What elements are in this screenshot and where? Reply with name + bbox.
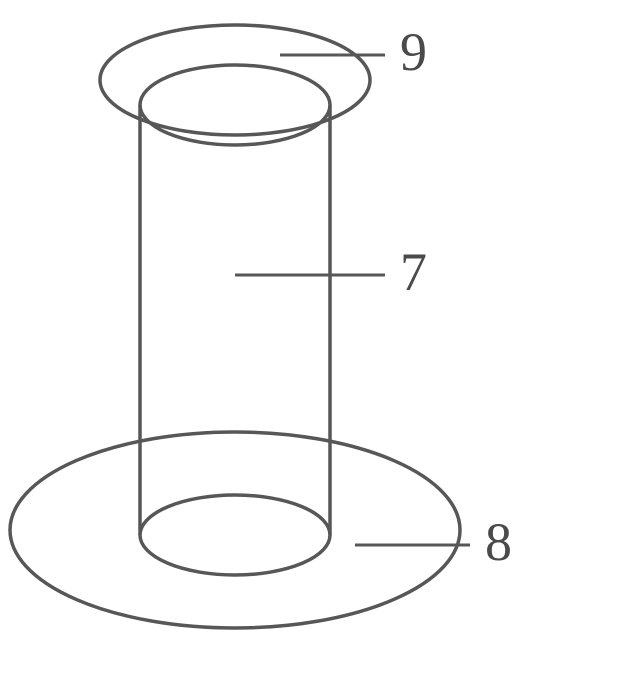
bottom-flange-outer	[10, 432, 460, 628]
cylinder-top-opening	[140, 65, 330, 145]
cylinder-bottom-opening	[140, 495, 330, 575]
label-8: 8	[485, 512, 512, 572]
label-7: 7	[400, 242, 427, 302]
top-flange-outer	[100, 25, 370, 135]
label-9: 9	[400, 22, 427, 82]
